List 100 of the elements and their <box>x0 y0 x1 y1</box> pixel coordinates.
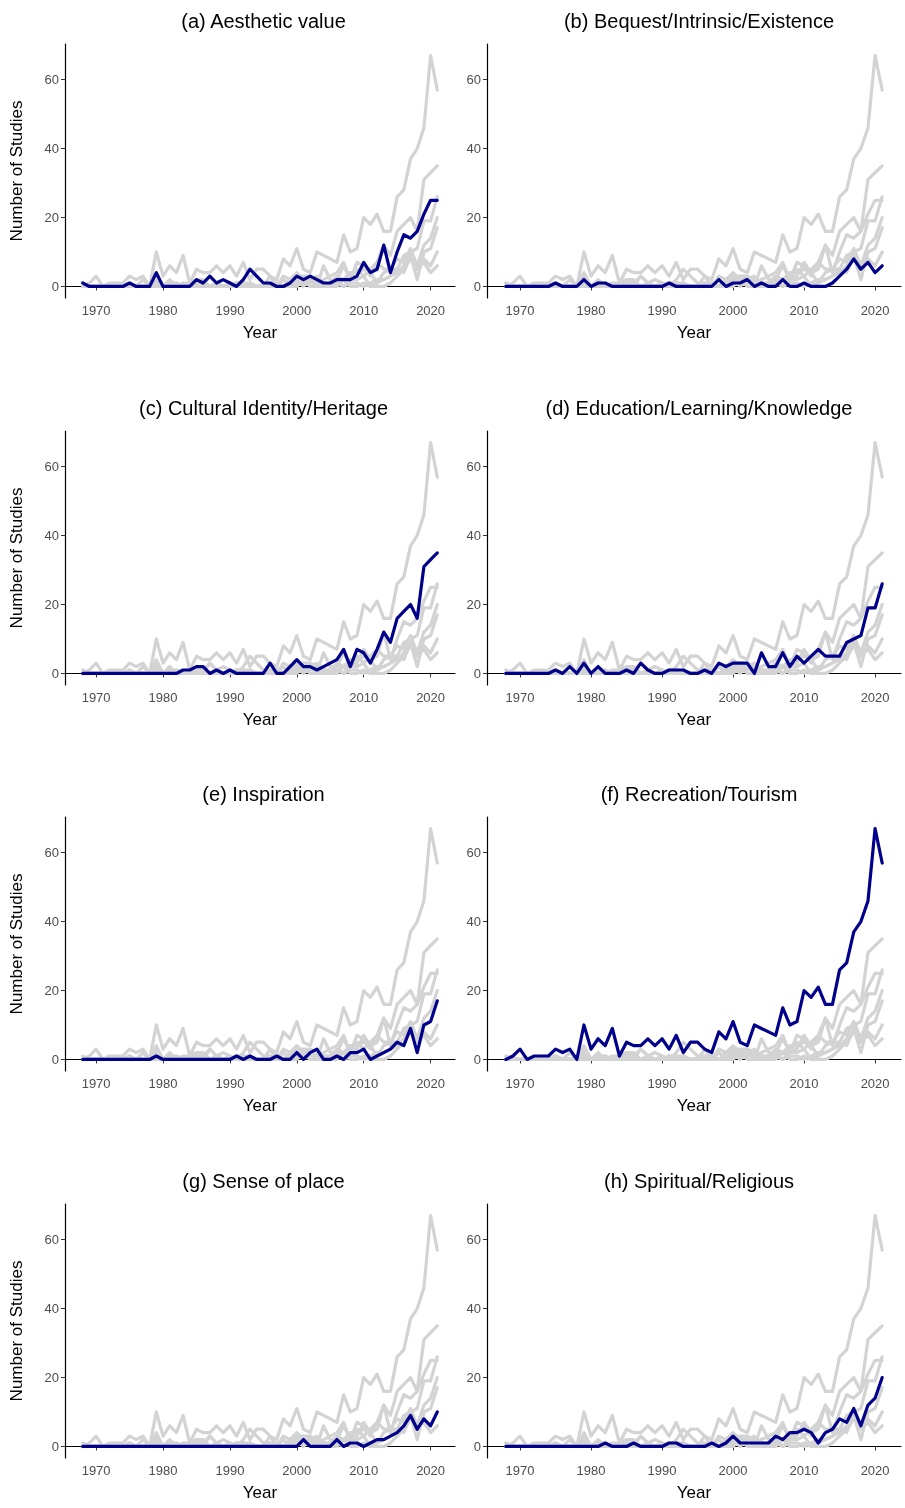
y-tick-label: 0 <box>473 278 481 294</box>
x-tick-label: 1990 <box>215 689 245 705</box>
x-tick-label: 2000 <box>718 303 748 318</box>
x-tick-label: 2000 <box>282 303 312 318</box>
y-tick-label: 0 <box>473 1051 481 1067</box>
x-tick-label: 2010 <box>349 1076 379 1091</box>
x-tick-label: 2010 <box>789 689 819 705</box>
x-tick-label: 2010 <box>789 1462 819 1478</box>
x-tick-label: 2020 <box>416 303 446 318</box>
x-tick-label: 2010 <box>789 303 819 318</box>
x-tick-label: 1970 <box>81 1076 111 1091</box>
x-tick-label: 1970 <box>505 1076 535 1091</box>
x-tick-label: 1970 <box>81 689 111 705</box>
x-tick-label: 2000 <box>718 1076 748 1091</box>
y-axis-title: Number of Studies <box>7 100 26 242</box>
x-tick-label: 2010 <box>349 1462 379 1478</box>
y-tick-label: 60 <box>44 458 59 474</box>
x-tick-label: 1990 <box>215 303 245 318</box>
x-tick-label: 2020 <box>860 303 890 318</box>
chart-title: (a) Aesthetic value <box>181 10 346 32</box>
x-tick-label: 2000 <box>718 1462 748 1478</box>
y-tick-label: 0 <box>51 278 59 294</box>
x-tick-label: 2000 <box>282 689 312 705</box>
y-tick-label: 20 <box>44 983 59 999</box>
y-tick-label: 40 <box>466 1300 481 1316</box>
x-tick-label: 2010 <box>349 303 379 318</box>
x-axis-title: Year <box>676 1482 712 1502</box>
chart-title: (e) Inspiration <box>202 783 325 805</box>
y-tick-label: 40 <box>466 914 481 930</box>
y-tick-label: 0 <box>473 1438 481 1454</box>
x-axis-title: Year <box>676 323 712 342</box>
x-tick-label: 1970 <box>505 303 535 318</box>
x-tick-label: 2020 <box>416 1076 446 1091</box>
y-tick-label: 20 <box>466 983 481 999</box>
x-tick-label: 1990 <box>215 1462 245 1478</box>
y-tick-label: 60 <box>466 845 481 861</box>
chart-title: (d) Education/Learning/Knowledge <box>545 396 853 419</box>
y-tick-label: 60 <box>466 1231 481 1247</box>
y-tick-label: 60 <box>466 458 481 474</box>
y-tick-label: 60 <box>44 72 59 88</box>
x-tick-label: 1990 <box>647 303 677 318</box>
y-tick-label: 0 <box>51 1051 59 1067</box>
y-tick-label: 60 <box>466 72 481 88</box>
y-axis-title: Number of Studies <box>7 487 26 628</box>
chart-title: (b) Bequest/Intrinsic/Existence <box>563 10 835 32</box>
x-tick-label: 1980 <box>148 1462 178 1478</box>
chart-title: (g) Sense of place <box>182 1169 345 1192</box>
chart-title: (f) Recreation/Tourism <box>600 783 798 805</box>
y-tick-label: 20 <box>466 596 481 612</box>
y-tick-label: 60 <box>44 1231 59 1247</box>
x-tick-label: 2000 <box>282 1076 312 1091</box>
y-tick-label: 0 <box>473 665 481 681</box>
x-tick-label: 1970 <box>505 689 535 705</box>
y-tick-label: 20 <box>44 596 59 612</box>
x-tick-label: 2000 <box>718 689 748 705</box>
y-tick-label: 40 <box>44 527 59 543</box>
x-axis-title: Year <box>676 709 712 729</box>
x-axis-title: Year <box>242 323 278 342</box>
x-tick-label: 2020 <box>860 689 890 705</box>
y-tick-label: 40 <box>466 527 481 543</box>
x-tick-label: 2010 <box>789 1076 819 1091</box>
x-axis-title: Year <box>242 1482 278 1502</box>
x-tick-label: 1980 <box>576 1076 606 1091</box>
y-tick-label: 40 <box>466 141 481 157</box>
y-tick-label: 20 <box>466 210 481 226</box>
x-axis-title: Year <box>242 1096 278 1115</box>
chart-title: (c) Cultural Identity/Heritage <box>139 396 388 419</box>
x-tick-label: 1970 <box>81 1462 111 1478</box>
x-tick-label: 1970 <box>505 1462 535 1478</box>
y-tick-label: 40 <box>44 141 59 157</box>
x-tick-label: 1990 <box>647 1462 677 1478</box>
x-tick-label: 1990 <box>647 689 677 705</box>
chart-title: (h) Spiritual/Religious <box>603 1169 795 1192</box>
y-axis-title: Number of Studies <box>7 1260 26 1401</box>
y-tick-label: 40 <box>44 914 59 930</box>
y-tick-label: 0 <box>51 1438 59 1454</box>
y-tick-label: 0 <box>51 665 59 681</box>
x-tick-label: 1990 <box>215 1076 245 1091</box>
x-tick-label: 1980 <box>576 689 606 705</box>
x-tick-label: 1990 <box>647 1076 677 1091</box>
x-tick-label: 1980 <box>148 303 178 318</box>
x-tick-label: 1980 <box>148 1076 178 1091</box>
x-tick-label: 2010 <box>349 689 379 705</box>
x-tick-label: 2020 <box>416 689 446 705</box>
x-axis-title: Year <box>676 1096 712 1115</box>
x-tick-label: 2020 <box>416 1462 446 1478</box>
y-axis-title: Number of Studies <box>7 873 26 1015</box>
y-tick-label: 60 <box>44 845 59 861</box>
x-tick-label: 1980 <box>576 1462 606 1478</box>
y-tick-label: 20 <box>44 210 59 226</box>
x-tick-label: 2020 <box>860 1462 890 1478</box>
x-tick-label: 2000 <box>282 1462 312 1478</box>
y-tick-label: 20 <box>44 1369 59 1385</box>
y-tick-label: 20 <box>466 1369 481 1385</box>
y-tick-label: 40 <box>44 1300 59 1316</box>
x-tick-label: 2020 <box>860 1076 890 1091</box>
x-tick-label: 1980 <box>576 303 606 318</box>
x-tick-label: 1980 <box>148 689 178 705</box>
x-axis-title: Year <box>242 709 278 729</box>
x-tick-label: 1970 <box>81 303 111 318</box>
